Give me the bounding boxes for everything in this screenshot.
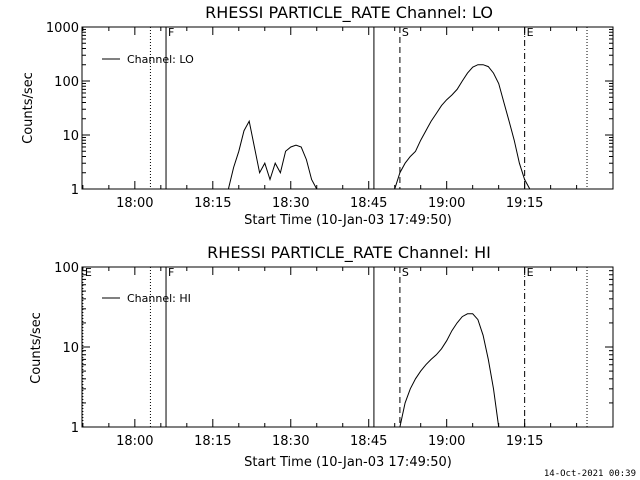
x-tick-label: 18:30 <box>272 196 309 211</box>
event-marker-label: E <box>527 266 534 279</box>
y-axis-label: Counts/sec <box>21 72 36 144</box>
y-tick-label: 100 <box>54 75 79 90</box>
event-marker-label: E <box>85 266 92 279</box>
legend: Channel: LO <box>102 53 194 66</box>
y-tick-label: 1000 <box>46 21 79 36</box>
y-tick-label: 10 <box>62 341 79 356</box>
event-marker-label: E <box>527 26 534 39</box>
y-tick-label: 1 <box>71 421 79 436</box>
plot-frame <box>81 26 614 190</box>
plot-frame <box>81 266 614 428</box>
y-tick-label: 100 <box>54 261 79 276</box>
y-tick-label: 10 <box>62 129 79 144</box>
x-tick-label: 18:00 <box>116 196 153 211</box>
x-axis-label: Start Time (10-Jan-03 17:49:50) <box>244 213 452 228</box>
x-tick-label: 19:15 <box>506 434 543 449</box>
event-marker-label: S <box>402 26 409 39</box>
event-marker-label: F <box>168 266 174 279</box>
legend-label: Channel: LO <box>127 53 194 66</box>
x-tick-label: 18:15 <box>194 434 231 449</box>
event-marker-label: S <box>402 266 409 279</box>
chart-title: RHESSI PARTICLE_RATE Channel: LO <box>205 3 493 23</box>
x-tick-label: 18:45 <box>350 434 387 449</box>
x-tick-label: 18:15 <box>194 196 231 211</box>
x-axis-label: Start Time (10-Jan-03 17:49:50) <box>244 455 452 470</box>
x-tick-label: 18:45 <box>350 196 387 211</box>
x-tick-label: 19:00 <box>428 196 465 211</box>
series-line-hi <box>399 313 500 428</box>
event-marker-label: F <box>168 26 174 39</box>
panel-lo: RHESSI PARTICLE_RATE Channel: LO F S E 18:… <box>21 3 614 228</box>
y-tick-label: 1 <box>71 183 79 198</box>
y-axis-label: Counts/sec <box>29 312 44 384</box>
footer-timestamp: 14-Oct-2021 00:39 <box>544 469 636 479</box>
series-line-lo <box>227 64 531 190</box>
x-tick-label: 18:00 <box>116 434 153 449</box>
legend: Channel: HI <box>102 292 191 305</box>
x-tick-label: 19:00 <box>428 434 465 449</box>
x-tick-label: 19:15 <box>506 196 543 211</box>
x-tick-label: 18:30 <box>272 434 309 449</box>
panel-hi: RHESSI PARTICLE_RATE Channel: HI E F S E 18… <box>29 243 614 470</box>
chart-title: RHESSI PARTICLE_RATE Channel: HI <box>207 243 491 263</box>
legend-label: Channel: HI <box>127 292 191 305</box>
